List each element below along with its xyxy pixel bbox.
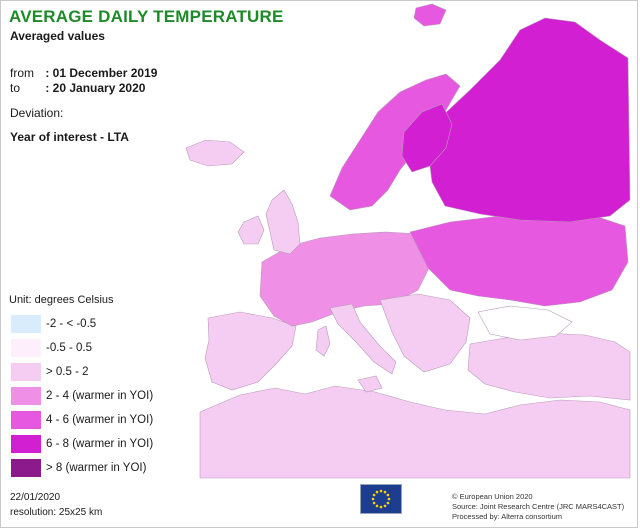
credit-line-1: © European Union 2020 <box>452 492 533 501</box>
legend-swatch <box>11 387 41 405</box>
legend-unit: Unit: degrees Celsius <box>9 294 114 306</box>
credit-line-3: Processed by: Alterra consortium <box>452 512 563 521</box>
region-svalbard <box>413 3 447 27</box>
legend-item: > 8 (warmer in YOI) <box>9 456 189 480</box>
region-ireland <box>237 215 265 245</box>
legend-item: 4 - 6 (warmer in YOI) <box>9 408 189 432</box>
legend-swatch <box>11 363 41 381</box>
legend-item: -0.5 - 0.5 <box>9 336 189 360</box>
deviation-label: Deviation: <box>10 106 64 120</box>
region-iceland <box>185 139 245 167</box>
deviation-value: Year of interest - LTA <box>10 130 129 144</box>
legend-label: > 0.5 - 2 <box>46 366 89 378</box>
footer-date: 22/01/2020 <box>10 492 61 503</box>
map-title: AVERAGE DAILY TEMPERATURE <box>9 7 284 26</box>
region-russia <box>427 17 631 223</box>
legend-item: -2 - < -0.5 <box>9 312 189 336</box>
legend-item: > 0.5 - 2 <box>9 360 189 384</box>
period-from: from : 01 December 2019 <box>10 66 157 80</box>
region-north-africa <box>199 385 631 479</box>
legend-rows: -2 - < -0.5 -0.5 - 0.5 > 0.5 - 2 2 - 4 (war… <box>9 312 189 480</box>
credits: © European Union 2020 Source: Joint Rese… <box>452 492 624 522</box>
region-sicily <box>357 375 383 393</box>
region-finland <box>401 103 453 173</box>
region-balkans <box>379 293 471 373</box>
legend-swatch <box>11 315 41 333</box>
region-italy <box>329 303 397 375</box>
period-to: to : 20 January 2020 <box>10 81 145 95</box>
legend-swatch <box>11 435 41 453</box>
region-eastern-europe <box>409 213 629 307</box>
map-subtitle: Averaged values <box>10 29 105 43</box>
legend-swatch <box>11 411 41 429</box>
legend: Unit: degrees Celsius -2 - < -0.5 -0.5 - … <box>9 294 189 480</box>
region-scandinavia <box>329 73 461 211</box>
legend-label: -0.5 - 0.5 <box>46 342 93 354</box>
footer-resolution: resolution: 25x25 km <box>10 507 103 518</box>
legend-swatch <box>11 459 41 477</box>
period-to-label: to <box>10 81 21 95</box>
credit-line-2: Source: Joint Research Centre (JRC MARS4… <box>452 502 625 511</box>
eu-flag-logo <box>360 484 402 514</box>
region-uk <box>265 189 301 255</box>
region-sardinia <box>315 325 331 357</box>
region-turkey <box>467 332 631 401</box>
legend-label: 6 - 8 (warmer in YOI) <box>46 438 154 450</box>
legend-swatch <box>11 339 41 357</box>
period-from-label: from <box>10 66 34 80</box>
region-black-sea <box>477 305 573 341</box>
region-iberia <box>204 311 297 391</box>
period-from-value: : 01 December 2019 <box>45 66 158 80</box>
legend-label: 2 - 4 (warmer in YOI) <box>46 390 154 402</box>
legend-label: 4 - 6 (warmer in YOI) <box>46 414 154 426</box>
legend-label: > 8 (warmer in YOI) <box>46 462 147 474</box>
legend-item: 6 - 8 (warmer in YOI) <box>9 432 189 456</box>
legend-item: 2 - 4 (warmer in YOI) <box>9 384 189 408</box>
period-to-value: : 20 January 2020 <box>45 81 146 95</box>
legend-label: -2 - < -0.5 <box>46 318 97 330</box>
